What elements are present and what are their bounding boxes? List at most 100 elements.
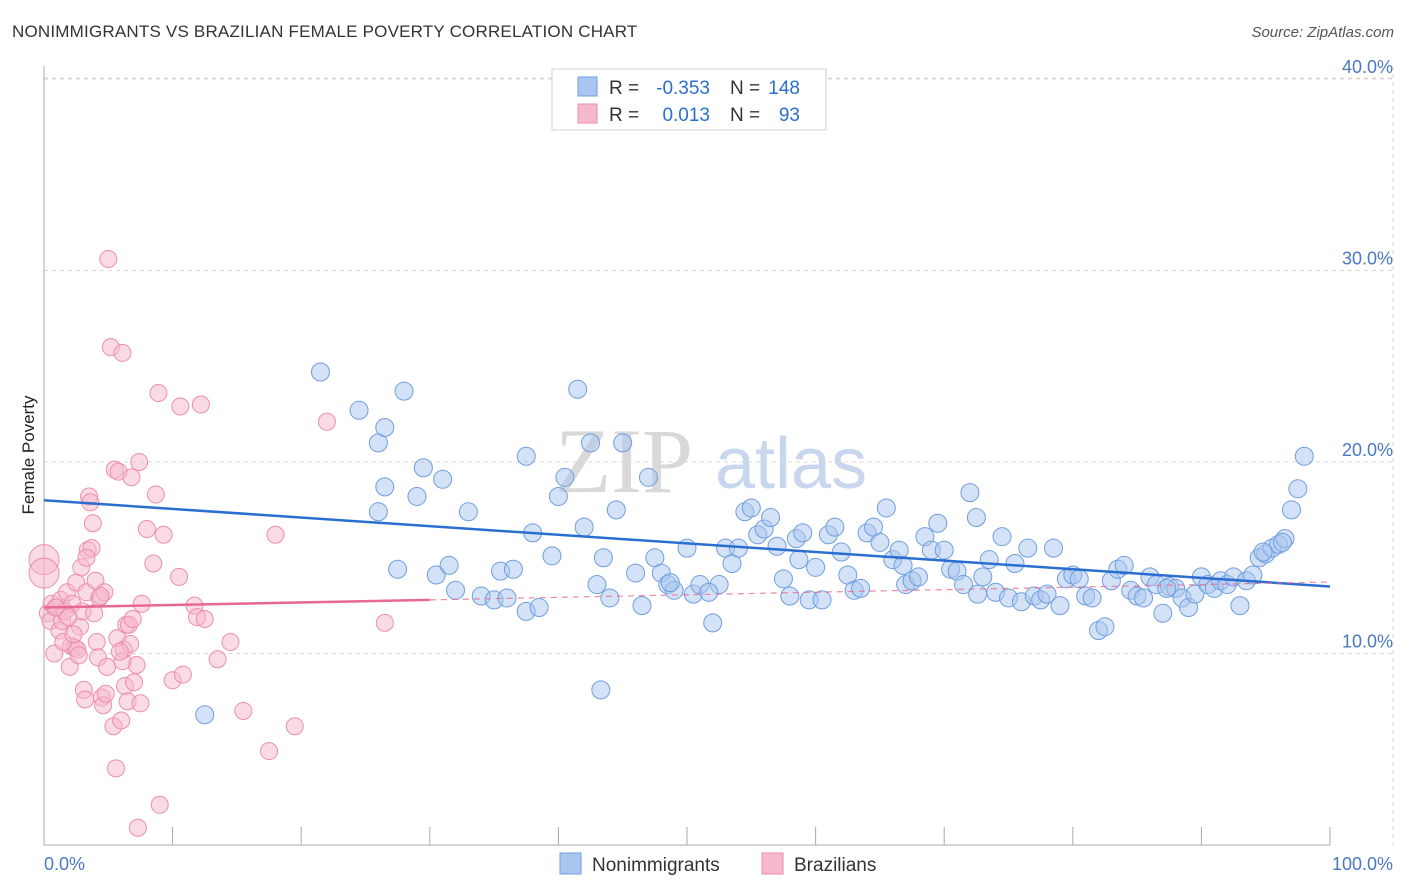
brazilians-point — [221, 633, 240, 652]
nonimmigrants-point — [812, 590, 832, 610]
nonimmigrants-point — [1005, 553, 1025, 573]
nonimmigrants-point — [703, 613, 723, 633]
nonimmigrants-point — [870, 532, 890, 552]
legend-r-value-2: 0.013 — [662, 105, 710, 126]
nonimmigrants-point — [1253, 542, 1273, 562]
legend-bottom-nonimmigrants: Nonimmigrants — [592, 855, 720, 876]
nonimmigrants-point — [458, 502, 478, 522]
nonimmigrants-point — [1272, 532, 1292, 552]
chart-title: NONIMMIGRANTS VS BRAZILIAN FEMALE POVERT… — [12, 22, 638, 41]
y-tick-label: 40.0% — [1342, 57, 1393, 77]
nonimmigrants-point — [368, 502, 388, 522]
brazilians-points — [28, 250, 394, 837]
nonimmigrants-point — [773, 569, 793, 589]
y-tick-label: 30.0% — [1342, 249, 1393, 269]
nonimmigrants-point — [1243, 565, 1263, 585]
nonimmigrants-point — [349, 400, 369, 420]
brazilians-point — [99, 250, 118, 269]
legend-r-label-2: R = — [609, 105, 639, 126]
brazilians-point — [123, 610, 142, 629]
legend-n-value-2: 93 — [779, 105, 800, 126]
x-tick-labels: 0.0% 100.0% — [44, 854, 1393, 874]
brazilians-point — [171, 397, 190, 416]
correlation-legend: R = -0.353 N = 148 R = 0.013 N = 93 — [551, 68, 827, 131]
nonimmigrants-point — [966, 508, 986, 528]
nonimmigrants-points — [195, 362, 1314, 725]
brazilians-point — [77, 548, 96, 567]
nonimmigrants-point — [632, 596, 652, 616]
nonimmigrants-point — [1018, 538, 1038, 558]
brazilians-point — [132, 594, 151, 613]
legend-n-label-1: N = — [730, 78, 760, 99]
nonimmigrants-point — [1050, 596, 1070, 616]
nonimmigrants-point — [503, 559, 523, 579]
nonimmigrants-point — [375, 477, 395, 497]
legend-bottom-swatch-blue — [559, 852, 582, 875]
brazilians-point — [87, 633, 106, 652]
y-axis-label: Female Poverty — [19, 395, 38, 515]
nonimmigrants-trend-line — [43, 499, 1331, 588]
nonimmigrants-point — [1281, 500, 1301, 520]
legend-r-label-1: R = — [609, 78, 639, 99]
nonimmigrants-point — [1069, 569, 1089, 589]
nonimmigrants-point — [767, 536, 787, 556]
nonimmigrants-point — [1044, 538, 1064, 558]
brazilians-point — [98, 657, 117, 676]
nonimmigrants-point — [426, 565, 446, 585]
legend-swatch-pink — [577, 103, 598, 124]
nonimmigrants-point — [581, 433, 601, 453]
y-tick-label: 10.0% — [1342, 632, 1393, 652]
nonimmigrants-point — [606, 500, 626, 520]
nonimmigrants-point — [893, 555, 913, 575]
nonimmigrants-point — [555, 467, 575, 487]
brazilians-point — [144, 554, 163, 573]
y-tick-label: 20.0% — [1342, 440, 1393, 460]
brazilians-point — [91, 587, 110, 606]
brazilians-point — [112, 711, 131, 730]
nonimmigrants-point — [660, 573, 680, 593]
nonimmigrants-point — [1294, 446, 1314, 466]
nonimmigrants-point — [529, 598, 549, 618]
brazilians-point — [96, 684, 115, 703]
x-tick-label-min: 0.0% — [44, 854, 85, 874]
nonimmigrants-point — [1037, 584, 1057, 604]
brazilians-point — [195, 610, 214, 629]
nonimmigrants-point — [1185, 584, 1205, 604]
brazilians-point — [154, 525, 173, 544]
nonimmigrants-point — [587, 575, 607, 595]
nonimmigrants-point — [574, 517, 594, 537]
nonimmigrants-point — [433, 469, 453, 489]
brazilians-trend-extension — [429, 581, 1331, 601]
brazilians-trend-line — [43, 598, 430, 609]
brazilians-point — [234, 701, 253, 720]
nonimmigrants-point — [908, 567, 928, 587]
nonimmigrants-point — [992, 527, 1012, 547]
brazilians-point — [28, 557, 60, 589]
brazilians-point — [69, 646, 88, 665]
brazilians-point — [266, 525, 285, 544]
brazilians-point — [110, 642, 129, 661]
series-legend: Nonimmigrants Brazilians — [559, 852, 876, 876]
brazilians-point — [149, 384, 168, 403]
nonimmigrants-point — [1288, 479, 1308, 499]
brazilians-point — [208, 650, 227, 669]
nonimmigrants-point — [825, 517, 845, 537]
trend-lines — [43, 499, 1331, 609]
brazilians-point — [260, 742, 279, 761]
nonimmigrants-point — [591, 680, 611, 700]
brazilians-point — [137, 520, 156, 539]
legend-bottom-swatch-pink — [761, 852, 784, 875]
nonimmigrants-point — [789, 550, 809, 570]
brazilians-point — [76, 690, 95, 709]
brazilians-point — [128, 818, 147, 837]
nonimmigrants-point — [446, 580, 466, 600]
legend-swatch-blue — [577, 76, 598, 97]
brazilians-point — [131, 694, 150, 713]
legend-r-value-1: -0.353 — [656, 78, 710, 99]
nonimmigrants-point — [388, 559, 408, 579]
nonimmigrants-point — [973, 567, 993, 587]
brazilians-point — [130, 453, 149, 471]
brazilians-point — [191, 395, 210, 414]
nonimmigrants-point — [979, 550, 999, 570]
